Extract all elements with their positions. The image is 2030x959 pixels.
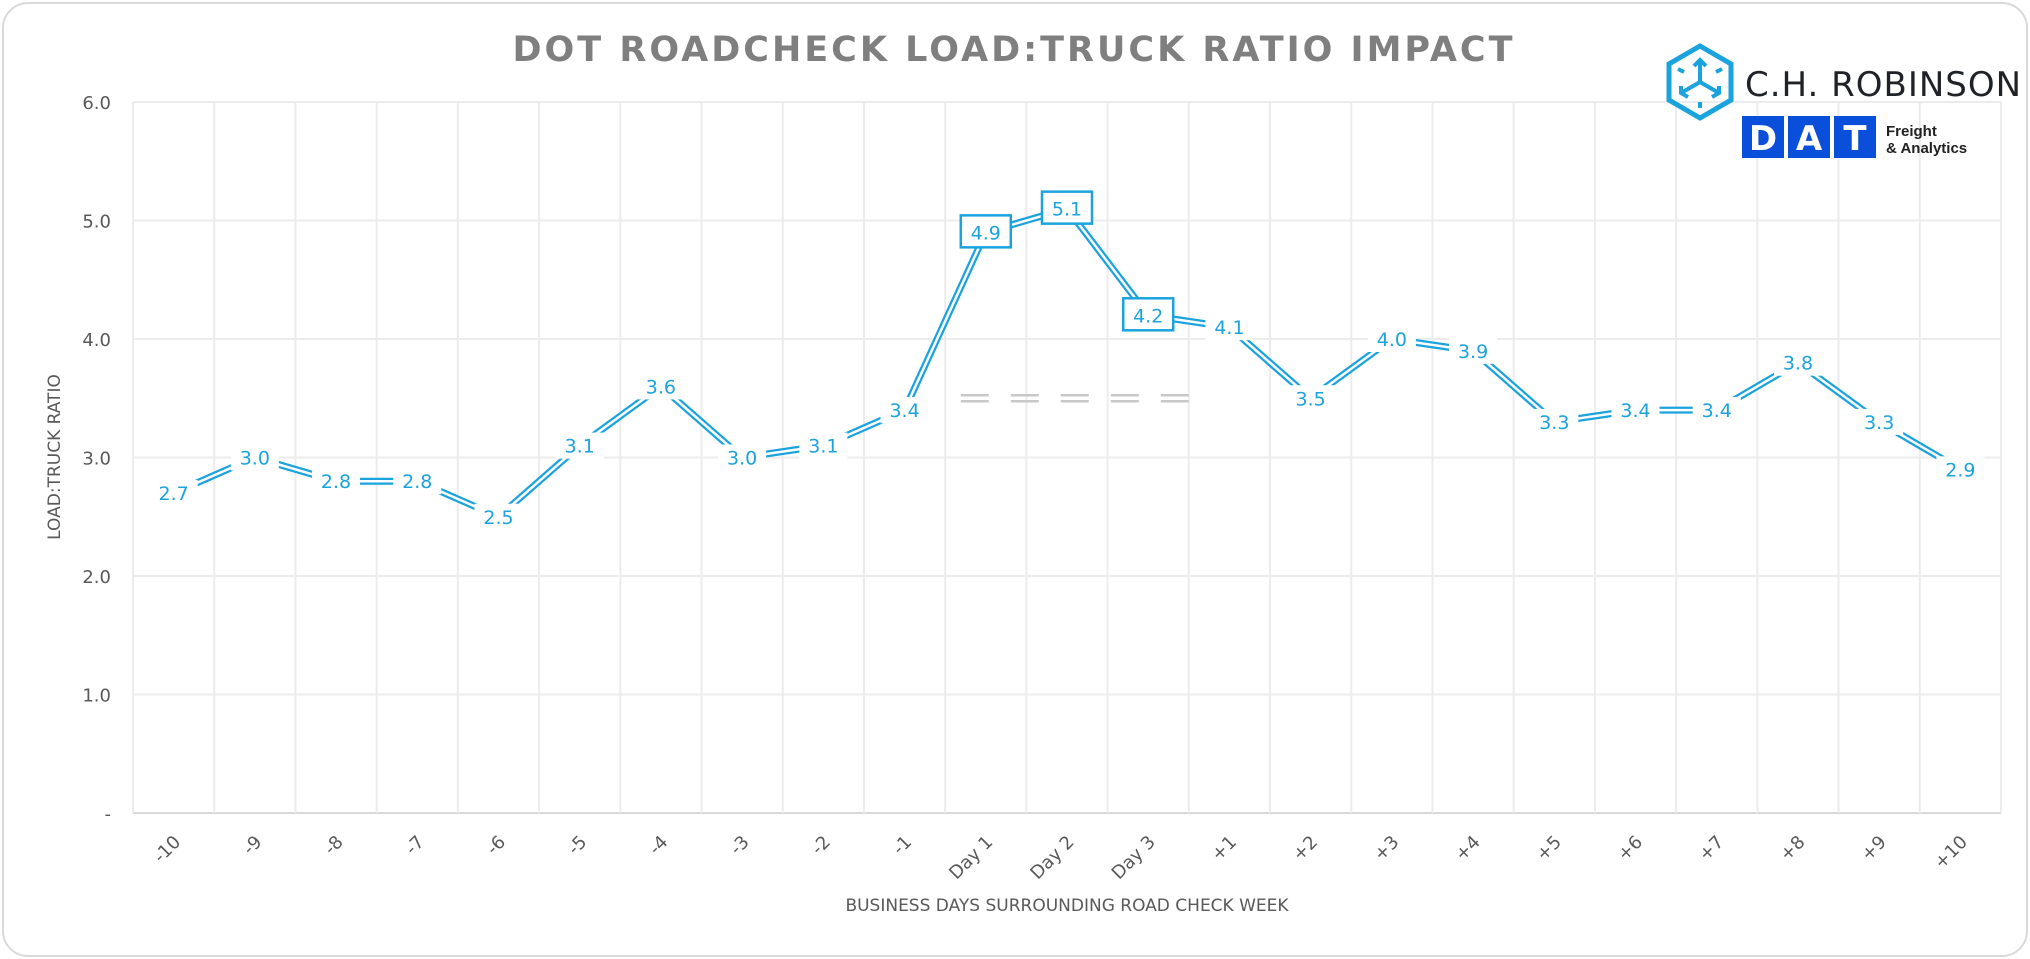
data-label-bg xyxy=(555,432,604,459)
data-label: 3.1 xyxy=(565,436,595,458)
data-label: 2.9 xyxy=(1945,459,1975,481)
data-label-bg xyxy=(880,397,929,424)
x-tick-label: -5 xyxy=(564,832,592,860)
x-tick-label: +8 xyxy=(1776,832,1810,866)
ch-robinson-wordmark: C.H. ROBINSON xyxy=(1745,65,2022,105)
y-axis-label: LOAD:TRUCK RATIO xyxy=(45,374,65,540)
dat-tagline-1: Freight xyxy=(1886,123,1937,140)
data-label-bg xyxy=(393,468,442,495)
y-tick-label: 2.0 xyxy=(82,567,111,588)
data-label: 3.5 xyxy=(1296,388,1326,410)
data-label-bg xyxy=(474,503,523,530)
dat-tagline-2: & Analytics xyxy=(1886,140,1967,157)
data-label: 3.8 xyxy=(1783,353,1813,375)
y-axis-ticks: - 1.0 2.0 3.0 4.0 5.0 6.0 xyxy=(82,93,111,825)
x-tick-label: +9 xyxy=(1857,832,1891,866)
ch-robinson-hex-icon xyxy=(1666,43,1734,121)
x-axis-ticks: -10 -9 -8 -7 -6 -5 -4 -3 -2 -1 Day 1 Day 2 Day 3 +1 +2… xyxy=(150,832,1972,884)
data-label-box xyxy=(1121,297,1175,332)
x-tick-label: Day 3 xyxy=(1108,832,1160,884)
x-tick-label: +7 xyxy=(1695,832,1729,866)
data-label: 3.4 xyxy=(889,400,919,422)
data-label: 4.0 xyxy=(1377,329,1407,351)
svg-text:D: D xyxy=(1749,119,1777,159)
data-label: 3.1 xyxy=(808,436,838,458)
data-label-bg xyxy=(1367,326,1416,352)
data-label-bg xyxy=(636,373,685,400)
dat-logo: D A T Freight & Analytics xyxy=(1742,116,1967,159)
data-label: 2.8 xyxy=(321,471,351,493)
y-tick-label: 4.0 xyxy=(82,330,111,351)
data-label-bg xyxy=(1692,397,1741,424)
x-axis-label: BUSINESS DAYS SURROUNDING ROAD CHECK WEE… xyxy=(845,896,1289,916)
data-label: 2.5 xyxy=(483,507,513,529)
chart-title: DOT ROADCHECK LOAD:TRUCK RATIO IMPACT xyxy=(513,30,1516,70)
data-label: 3.0 xyxy=(240,448,270,470)
x-tick-label: +5 xyxy=(1532,832,1566,866)
gridlines xyxy=(132,101,2002,814)
data-label: 4.9 xyxy=(971,222,1001,244)
x-tick-label: -2 xyxy=(807,832,835,860)
data-label-bg xyxy=(230,444,279,471)
data-label: 3.4 xyxy=(1620,400,1650,422)
x-tick-label: -3 xyxy=(726,832,754,860)
x-tick-label: +1 xyxy=(1207,832,1241,866)
x-tick-label: -8 xyxy=(320,832,348,860)
data-label: 3.0 xyxy=(727,448,757,470)
data-label-bg xyxy=(1611,397,1660,424)
data-label-bg xyxy=(718,444,767,471)
svg-text:T: T xyxy=(1843,119,1867,159)
data-label-bg xyxy=(1205,314,1254,341)
x-tick-label: Day 2 xyxy=(1026,832,1078,884)
data-label-box xyxy=(959,214,1013,249)
data-label-bg xyxy=(1936,456,1985,483)
data-label: 3.3 xyxy=(1539,412,1569,434)
y-tick-label: 3.0 xyxy=(82,449,111,470)
x-tick-label: +6 xyxy=(1613,832,1647,866)
x-tick-label: Day 1 xyxy=(945,832,997,884)
y-tick-label: 6.0 xyxy=(82,93,111,114)
data-label-bg xyxy=(149,480,198,507)
x-tick-label: -4 xyxy=(645,832,673,860)
data-label-bg xyxy=(312,468,361,495)
x-tick-label: +4 xyxy=(1451,832,1485,866)
data-label-bg xyxy=(1773,349,1822,376)
series-line-inner xyxy=(173,207,1962,519)
x-tick-label: +3 xyxy=(1370,832,1404,866)
y-tick-label: - xyxy=(105,804,112,825)
data-label-box xyxy=(1040,190,1094,225)
ch-robinson-logo: C.H. ROBINSON xyxy=(1666,43,2022,121)
series-line xyxy=(172,204,1963,521)
series-line-outer xyxy=(172,204,1963,521)
y-tick-label: 5.0 xyxy=(82,212,111,233)
data-label-bg xyxy=(1530,408,1579,435)
data-labels: 2.7 3.0 2.8 2.8 2.5 3.1 3.6 3.0 3.1 3.4 4.9 5.1 4.2 4… xyxy=(149,190,1985,530)
reference-line xyxy=(960,394,1210,403)
x-tick-label: -7 xyxy=(401,832,429,860)
svg-text:A: A xyxy=(1796,119,1823,159)
data-label-bg xyxy=(799,432,848,459)
data-label: 4.1 xyxy=(1214,317,1244,339)
data-label: 3.3 xyxy=(1864,412,1894,434)
data-label: 4.2 xyxy=(1133,305,1163,327)
data-label-bg xyxy=(1449,337,1498,364)
x-tick-label: -6 xyxy=(482,832,510,860)
data-label: 3.6 xyxy=(646,376,676,398)
data-label: 5.1 xyxy=(1052,199,1082,221)
x-tick-label: -1 xyxy=(889,832,917,860)
x-tick-label: +2 xyxy=(1289,832,1323,866)
data-label-bg xyxy=(1855,408,1904,435)
data-label: 2.8 xyxy=(402,471,432,493)
data-label: 3.4 xyxy=(1702,400,1732,422)
y-tick-label: 1.0 xyxy=(82,686,111,707)
x-tick-label: -9 xyxy=(239,832,267,860)
data-label-bg xyxy=(1286,385,1335,412)
data-label: 2.7 xyxy=(158,483,188,505)
x-tick-label: +10 xyxy=(1930,832,1972,874)
x-tick-label: -10 xyxy=(150,832,186,868)
data-label: 3.9 xyxy=(1458,341,1488,363)
